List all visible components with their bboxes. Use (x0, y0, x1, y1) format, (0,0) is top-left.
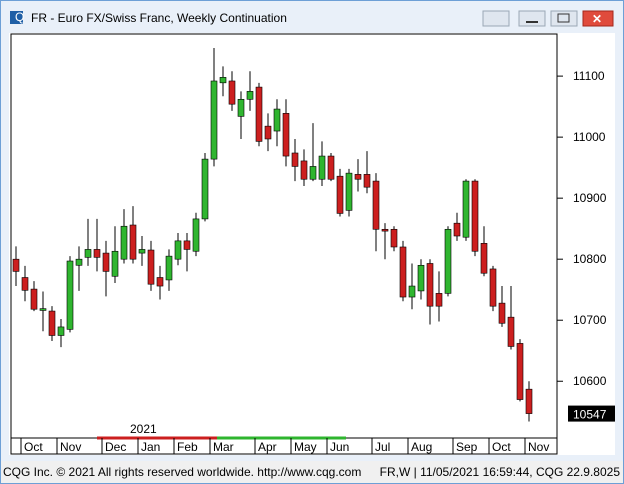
x-tick-label: Dec (105, 440, 126, 454)
candle-body (228, 80, 236, 105)
x-tick-label: Mar (213, 440, 234, 454)
maximize-glyph (557, 13, 570, 23)
candle-body (318, 155, 326, 180)
candle-body (516, 343, 524, 400)
candle-body (462, 180, 470, 238)
candle-body (30, 288, 38, 310)
candle-body (363, 174, 371, 188)
link-button[interactable] (482, 10, 510, 27)
candle-body (300, 160, 308, 180)
x-tick-label: Apr (258, 440, 277, 454)
minimize-button[interactable] (518, 10, 546, 27)
x-tick-label: May (294, 440, 317, 454)
y-tick-label: 10900 (573, 191, 607, 205)
candle-body (210, 80, 218, 160)
maximize-button[interactable] (550, 10, 578, 27)
x-tick-label: Jun (330, 440, 349, 454)
x-tick-label: Jul (375, 440, 390, 454)
candle-body (48, 310, 56, 336)
window-title: FR - Euro FX/Swiss Franc, Weekly Continu… (31, 11, 287, 25)
x-tick-label: Oct (24, 440, 43, 454)
x-tick-label: Aug (411, 440, 432, 454)
x-tick-label: Nov (528, 440, 549, 454)
x-tick-label: Nov (60, 440, 81, 454)
candle-body (525, 388, 533, 414)
candle-body (156, 277, 164, 287)
status-bar (1, 461, 623, 483)
candle-body (237, 98, 245, 117)
candle-body (345, 172, 353, 211)
candle-body (435, 293, 443, 307)
candle-body (480, 243, 488, 274)
candle-body (174, 240, 182, 260)
x-tick-label: Jan (141, 440, 160, 454)
candle-body (291, 152, 299, 167)
candle-body (93, 249, 101, 258)
candle-body (21, 277, 29, 291)
candle-body (246, 91, 254, 100)
candle-body (57, 326, 65, 336)
candle-body (129, 224, 137, 260)
candle-body (399, 246, 407, 298)
candle-body (417, 264, 425, 292)
candle-body (120, 225, 128, 260)
y-tick-label: 10600 (573, 374, 607, 388)
candle-body (273, 108, 281, 132)
footer-left: CQG Inc. © 2021 All rights reserved worl… (3, 465, 361, 479)
close-button[interactable] (582, 10, 614, 27)
candle-body (453, 222, 461, 237)
candle-body (327, 155, 335, 180)
candle-body (354, 174, 362, 180)
candle-body (138, 249, 146, 254)
candle-body (66, 260, 74, 330)
close-glyph: ✕ (592, 12, 602, 26)
candle-body (201, 158, 209, 220)
candle-body (381, 228, 389, 232)
last-price-box (568, 405, 615, 422)
app-icon (10, 11, 23, 24)
x-tick-label: Oct (492, 440, 511, 454)
candle-body (336, 175, 344, 214)
footer-right: FR,W | 11/05/2021 16:59:44, CQG 22.9.802… (380, 465, 621, 479)
icon-glyph: Q (15, 10, 24, 24)
candle-body (489, 268, 497, 307)
x-tick-label: Sep (456, 440, 478, 454)
candle-body (498, 302, 506, 324)
y-tick-label: 10800 (573, 252, 607, 266)
candle-body (12, 258, 20, 272)
candle-body (219, 77, 227, 84)
candle-body (282, 113, 290, 157)
candle-body (84, 249, 92, 258)
candle-body (390, 228, 398, 248)
candle-body (111, 250, 119, 277)
candle-body (426, 263, 434, 307)
candle-body (372, 180, 380, 230)
x-tick-label: Feb (177, 440, 198, 454)
last-price-label: 10547 (573, 408, 607, 422)
candle-body (165, 255, 173, 281)
candle-body (147, 249, 155, 285)
candle-body (255, 86, 263, 142)
candle-body (264, 125, 272, 140)
candle-body (471, 180, 479, 252)
candle-body (192, 218, 200, 252)
y-tick-label: 10700 (573, 313, 607, 327)
candle-body (507, 316, 515, 347)
candle-body (102, 252, 110, 272)
candle-body (444, 228, 452, 294)
candle-body (309, 166, 317, 180)
y-tick-label: 11100 (573, 69, 605, 83)
candle-body (75, 258, 83, 266)
candle-body (408, 285, 416, 298)
year-label: 2021 (130, 422, 157, 436)
candle-body (39, 308, 47, 311)
y-tick-label: 11000 (573, 130, 606, 144)
candle-body (183, 240, 191, 250)
